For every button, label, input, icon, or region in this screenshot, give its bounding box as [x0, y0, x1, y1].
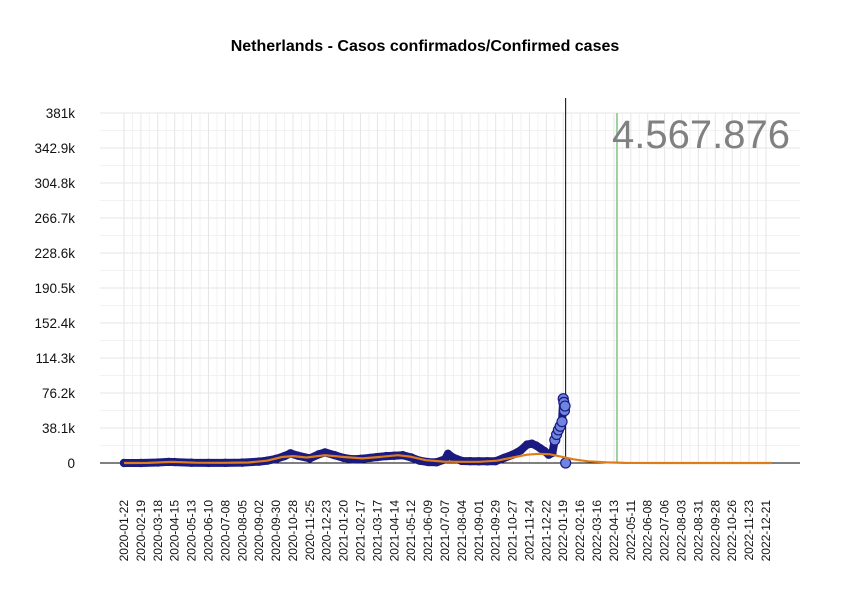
x-tick-label: 2021-11-24	[522, 500, 536, 561]
x-tick-label: 2020-07-08	[218, 500, 232, 562]
x-tick-label: 2020-02-19	[134, 500, 148, 562]
x-tick-label: 2021-06-09	[421, 500, 435, 562]
x-tick-label: 2021-03-17	[370, 500, 384, 562]
y-tick-label: 114.3k	[35, 351, 75, 366]
x-tick-label: 2020-11-25	[303, 500, 317, 561]
x-tick-label: 2022-07-06	[658, 500, 672, 562]
y-tick-label: 342.9k	[34, 141, 75, 156]
x-tick-label: 2021-12-22	[539, 500, 553, 562]
y-tick-label: 0	[67, 456, 75, 471]
x-tick-label: 2022-12-21	[759, 500, 773, 562]
x-tick-label: 2020-10-28	[286, 500, 300, 562]
y-tick-label: 76.2k	[42, 386, 75, 401]
x-tick-label: 2022-08-31	[691, 500, 705, 562]
x-tick-label: 2022-06-08	[641, 500, 655, 562]
x-tick-label: 2022-03-16	[590, 500, 604, 562]
overlay: 4.567.876	[612, 113, 790, 157]
case-point	[556, 416, 568, 428]
x-tick-label: 2021-07-07	[438, 500, 452, 562]
x-tick-label: 2021-01-20	[337, 500, 351, 562]
x-tick-label: 2021-02-17	[354, 500, 368, 562]
x-tick-label: 2022-10-26	[725, 500, 739, 562]
total-cases-label: 4.567.876	[612, 113, 790, 157]
x-tick-label: 2020-12-23	[320, 500, 334, 562]
x-tick-label: 2022-11-23	[742, 500, 756, 561]
y-tick-label: 304.8k	[34, 176, 75, 191]
x-tick-label: 2020-06-10	[201, 500, 215, 562]
chart-title: Netherlands - Casos confirmados/Confirme…	[230, 38, 620, 55]
x-tick-label: 2020-03-18	[151, 500, 165, 562]
x-tick-label: 2022-04-13	[607, 500, 621, 562]
x-tick-label: 2021-09-29	[489, 500, 503, 562]
x-tick-label: 2021-05-12	[404, 500, 418, 562]
x-tick-label: 2021-04-14	[387, 500, 401, 562]
y-axis: 0 38.1k 76.2k 114.3k 152.4k 190.5k 228.6k 266.7…	[34, 106, 75, 471]
case-point	[448, 453, 458, 462]
x-tick-label: 2020-04-15	[168, 500, 182, 562]
x-tick-label: 2022-02-16	[573, 500, 587, 562]
case-point	[516, 445, 526, 455]
x-tick-label: 2020-09-02	[252, 500, 266, 562]
x-tick-label: 2021-08-04	[455, 500, 469, 562]
y-tick-label: 381k	[46, 106, 76, 121]
x-tick-label: 2020-09-30	[269, 500, 283, 562]
grid-major	[100, 112, 800, 463]
y-tick-label: 38.1k	[42, 421, 75, 436]
x-tick-label: 2022-09-28	[708, 500, 722, 562]
x-tick-label: 2020-05-13	[185, 500, 199, 562]
grid-minor	[100, 113, 800, 463]
fit-curve	[123, 452, 772, 465]
x-axis: 2020-01-22 2020-02-19 2020-03-18 2020-04-15…	[100, 462, 800, 562]
fit-line	[123, 452, 772, 465]
x-tick-label: 2022-01-19	[556, 500, 570, 562]
y-tick-label: 266.7k	[34, 211, 75, 226]
y-tick-label: 228.6k	[34, 246, 75, 261]
y-tick-label: 190.5k	[34, 281, 75, 296]
forecast-marker	[565, 98, 618, 463]
x-tick-label: 2022-08-03	[674, 500, 688, 562]
case-points-band	[120, 394, 570, 467]
x-tick-label: 2022-05-11	[624, 500, 638, 561]
x-tick-label: 2020-08-05	[235, 500, 249, 562]
x-tick-label: 2020-01-22	[117, 500, 131, 562]
x-tick-label: 2021-10-27	[506, 500, 520, 562]
y-tick-label: 152.4k	[34, 316, 75, 331]
case-point	[559, 400, 571, 412]
x-tick-label: 2021-09-01	[472, 500, 486, 562]
